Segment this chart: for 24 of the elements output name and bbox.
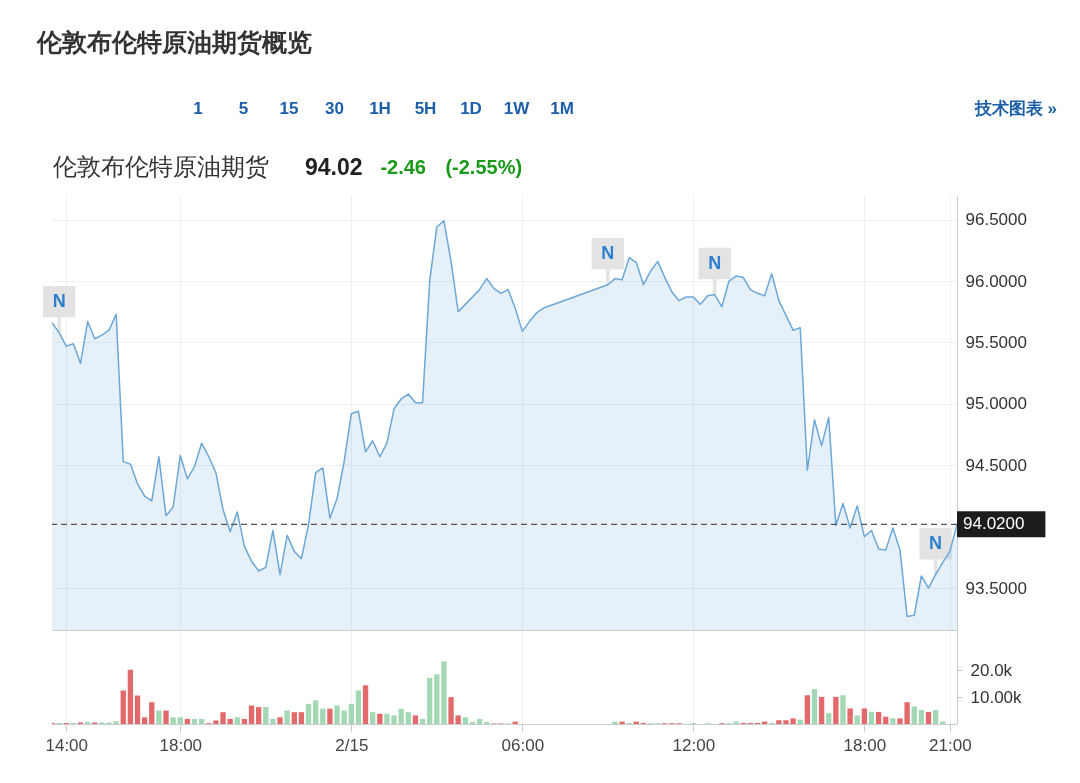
annotation: N (601, 242, 615, 263)
annotation: N (52, 290, 66, 311)
y-tick-label: 96.5000 (965, 210, 1027, 230)
x-tick-label: 2/15 (335, 735, 369, 755)
y-tick-label: 96.0000 (965, 271, 1027, 291)
chart-title: 伦敦布伦特原油期货概览 (36, 28, 312, 56)
text: 伦敦布伦特原油期货 94.02 -2.46 (-2.55%) (53, 153, 523, 180)
annotation: N (929, 532, 943, 553)
text: 1 5 15 30 1H 5H 1D 1W 1M (193, 99, 574, 118)
annotation: N (708, 252, 722, 273)
y-tick-label: 20.0k (970, 660, 1013, 680)
y-tick-label: 94.5000 (965, 455, 1027, 475)
x-tick-label: 12:00 (672, 735, 716, 755)
y-tick-label: 95.5000 (965, 332, 1027, 352)
text: 技术图表 » (973, 99, 1057, 118)
y-tick-label: 10.00k (970, 687, 1023, 707)
x-tick-label: 18:00 (843, 735, 887, 755)
ref-line-label: 94.0200 (963, 514, 1025, 534)
x-tick-label: 14:00 (45, 735, 89, 755)
x-tick-label: 21:00 (929, 735, 972, 755)
y-tick-label: 95.0000 (965, 394, 1027, 414)
y-tick-label: 93.5000 (965, 578, 1027, 598)
x-tick-label: 18:00 (159, 735, 203, 755)
x-tick-label: 06:00 (501, 735, 545, 755)
